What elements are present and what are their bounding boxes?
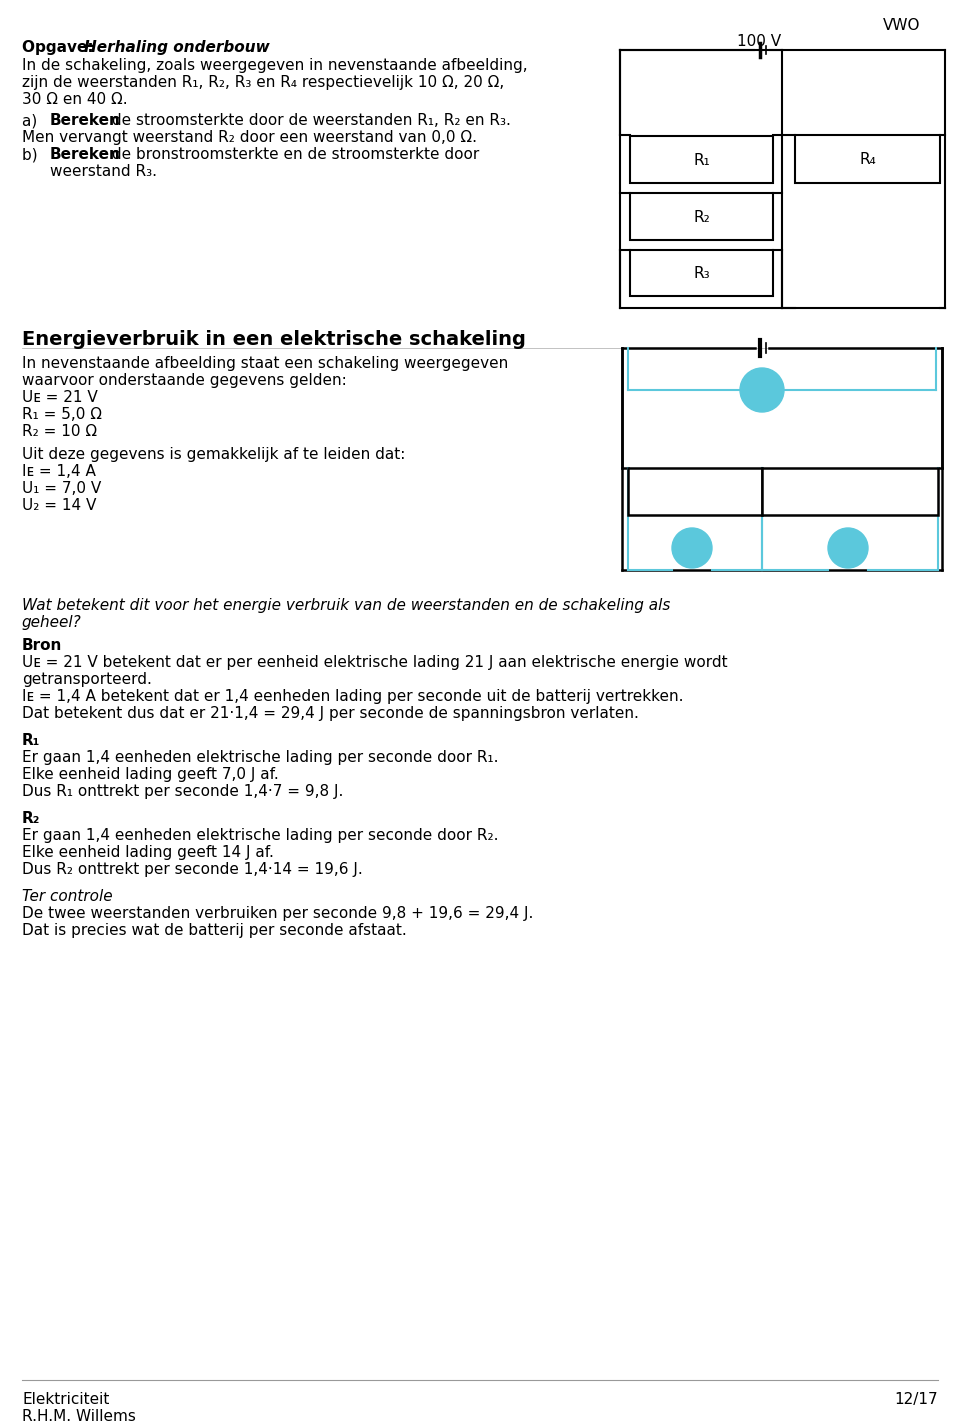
FancyBboxPatch shape: [630, 137, 773, 183]
Text: Elke eenheid lading geeft 7,0 J af.: Elke eenheid lading geeft 7,0 J af.: [22, 766, 278, 782]
Text: Iᴇ = 1,4 A betekent dat er 1,4 eenheden lading per seconde uit de batterij vertr: Iᴇ = 1,4 A betekent dat er 1,4 eenheden …: [22, 690, 684, 704]
Text: U₂ = 14 V: U₂ = 14 V: [22, 498, 96, 513]
Text: Bereken: Bereken: [50, 112, 121, 128]
Text: 100 V: 100 V: [737, 34, 781, 48]
FancyBboxPatch shape: [795, 135, 940, 183]
Text: Dus R₂ onttrekt per seconde 1,4·14 = 19,6 J.: Dus R₂ onttrekt per seconde 1,4·14 = 19,…: [22, 862, 363, 877]
Text: geheel?: geheel?: [22, 614, 82, 630]
Text: R₃: R₃: [693, 266, 709, 282]
Circle shape: [740, 368, 784, 412]
Text: Dat is precies wat de batterij per seconde afstaat.: Dat is precies wat de batterij per secon…: [22, 923, 407, 939]
Text: Er gaan 1,4 eenheden elektrische lading per seconde door R₂.: Er gaan 1,4 eenheden elektrische lading …: [22, 828, 498, 843]
Text: de bronstroomsterkte en de stroomsterkte door: de bronstroomsterkte en de stroomsterkte…: [107, 146, 479, 162]
Text: R₂: R₂: [22, 811, 40, 826]
Text: U₁ = 7,0 V: U₁ = 7,0 V: [22, 481, 101, 496]
Text: Iᴇ = 1,4 A: Iᴇ = 1,4 A: [22, 464, 96, 479]
Text: Uᴇ = 21 V betekent dat er per eenheid elektrische lading 21 J aan elektrische en: Uᴇ = 21 V betekent dat er per eenheid el…: [22, 656, 728, 670]
Text: R₂: R₂: [842, 485, 858, 501]
FancyBboxPatch shape: [762, 468, 938, 515]
FancyBboxPatch shape: [630, 193, 773, 240]
Text: Elke eenheid lading geeft 14 J af.: Elke eenheid lading geeft 14 J af.: [22, 845, 274, 860]
Text: a): a): [22, 112, 47, 128]
Text: Bereken: Bereken: [50, 146, 121, 162]
Text: In nevenstaande afbeelding staat een schakeling weergegeven: In nevenstaande afbeelding staat een sch…: [22, 356, 508, 371]
Text: Uᴇ: Uᴇ: [754, 388, 771, 402]
Text: Ter controle: Ter controle: [22, 889, 112, 904]
FancyBboxPatch shape: [628, 468, 762, 515]
Circle shape: [672, 528, 712, 567]
Text: Uit deze gegevens is gemakkelijk af te leiden dat:: Uit deze gegevens is gemakkelijk af te l…: [22, 447, 405, 462]
Text: R₁: R₁: [693, 154, 709, 168]
Text: weerstand R₃.: weerstand R₃.: [50, 164, 157, 179]
Text: Wat betekent dit voor het energie verbruik van de weerstanden en de schakeling a: Wat betekent dit voor het energie verbru…: [22, 599, 670, 613]
Text: Opgave:: Opgave:: [22, 40, 99, 55]
Text: R₁: R₁: [22, 732, 40, 748]
Text: Dat betekent dus dat er 21·1,4 = 29,4 J per seconde de spanningsbron verlaten.: Dat betekent dus dat er 21·1,4 = 29,4 J …: [22, 705, 638, 721]
Text: b): b): [22, 146, 47, 162]
Text: de stroomsterkte door de weerstanden R₁, R₂ en R₃.: de stroomsterkte door de weerstanden R₁,…: [107, 112, 511, 128]
Text: R₄: R₄: [859, 152, 876, 168]
Text: Energieverbruik in een elektrische schakeling: Energieverbruik in een elektrische schak…: [22, 330, 526, 348]
Text: zijn de weerstanden R₁, R₂, R₃ en R₄ respectievelijk 10 Ω, 20 Ω,: zijn de weerstanden R₁, R₂, R₃ en R₄ res…: [22, 75, 504, 90]
Text: R₁: R₁: [686, 485, 704, 501]
Text: In de schakeling, zoals weergegeven in nevenstaande afbeelding,: In de schakeling, zoals weergegeven in n…: [22, 58, 528, 73]
Text: U₂: U₂: [840, 546, 855, 560]
Text: waarvoor onderstaande gegevens gelden:: waarvoor onderstaande gegevens gelden:: [22, 373, 347, 388]
Text: R₂ = 10 Ω: R₂ = 10 Ω: [22, 424, 97, 439]
Text: Men vervangt weerstand R₂ door een weerstand van 0,0 Ω.: Men vervangt weerstand R₂ door een weers…: [22, 129, 477, 145]
Text: Uᴇ = 21 V: Uᴇ = 21 V: [22, 390, 98, 405]
Text: Er gaan 1,4 eenheden elektrische lading per seconde door R₁.: Er gaan 1,4 eenheden elektrische lading …: [22, 749, 498, 765]
Circle shape: [828, 528, 868, 567]
Text: R.H.M. Willems: R.H.M. Willems: [22, 1409, 136, 1422]
Text: VWO: VWO: [882, 18, 920, 33]
Text: 30 Ω en 40 Ω.: 30 Ω en 40 Ω.: [22, 92, 128, 107]
Text: Herhaling onderbouw: Herhaling onderbouw: [84, 40, 270, 55]
Text: Dus R₁ onttrekt per seconde 1,4·7 = 9,8 J.: Dus R₁ onttrekt per seconde 1,4·7 = 9,8 …: [22, 784, 344, 799]
FancyBboxPatch shape: [630, 250, 773, 296]
Text: 12/17: 12/17: [895, 1392, 938, 1406]
Text: R₂: R₂: [693, 210, 709, 225]
Text: De twee weerstanden verbruiken per seconde 9,8 + 19,6 = 29,4 J.: De twee weerstanden verbruiken per secon…: [22, 906, 534, 921]
Text: Bron: Bron: [22, 638, 62, 653]
Text: R₁ = 5,0 Ω: R₁ = 5,0 Ω: [22, 407, 102, 422]
Text: U₁: U₁: [684, 546, 700, 560]
Text: getransporteerd.: getransporteerd.: [22, 673, 152, 687]
Text: Elektriciteit: Elektriciteit: [22, 1392, 109, 1406]
